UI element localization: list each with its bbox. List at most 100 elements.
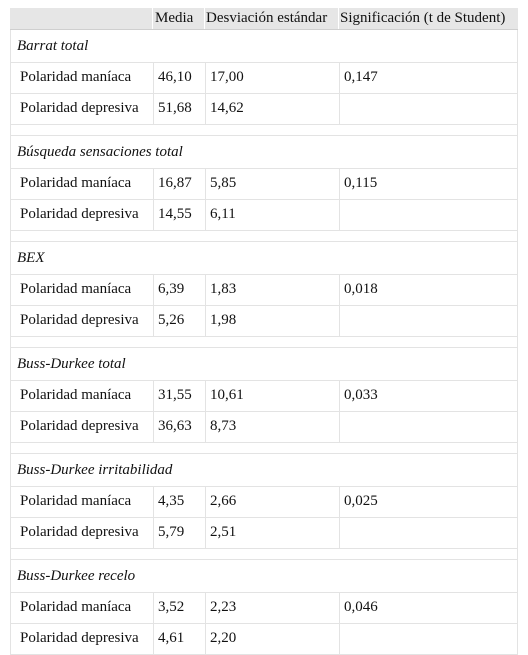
row-label: Polaridad maníaca xyxy=(20,599,132,615)
table-row: Polaridad maníaca 4,35 2,66 0,025 xyxy=(10,487,518,518)
row-sig: 0,147 xyxy=(344,69,378,85)
row-sd: 2,51 xyxy=(210,524,237,540)
row-sd: 5,85 xyxy=(210,175,237,191)
table-section: Búsqueda sensaciones total Polaridad maní… xyxy=(10,136,518,242)
column-divider xyxy=(153,412,154,442)
column-divider xyxy=(205,487,206,517)
section-title: Buss-Durkee recelo xyxy=(10,560,518,593)
row-sd: 14,62 xyxy=(210,100,244,116)
section-spacer xyxy=(10,549,518,560)
row-sig: 0,025 xyxy=(344,493,378,509)
row-sd: 1,98 xyxy=(210,312,237,328)
column-divider xyxy=(153,624,154,654)
column-divider xyxy=(153,275,154,305)
section-title: Buss-Durkee irritabilidad xyxy=(10,454,518,487)
row-media: 36,63 xyxy=(158,418,192,434)
table-row: Polaridad depresiva 4,61 2,20 xyxy=(10,624,518,655)
table-body: Barrat total Polaridad maníaca 46,10 17,00 0… xyxy=(10,30,518,655)
row-media: 51,68 xyxy=(158,100,192,116)
row-sd: 2,23 xyxy=(210,599,237,615)
column-divider xyxy=(153,306,154,336)
column-divider xyxy=(339,200,340,230)
results-table: Media Desviación estándar Significación … xyxy=(10,8,518,655)
header-col-sig: Significación (t de Student) xyxy=(340,10,506,26)
row-sig: 0,033 xyxy=(344,387,378,403)
row-label: Polaridad maníaca xyxy=(20,493,132,509)
header-col-media: Media xyxy=(155,10,194,26)
table-row: Polaridad depresiva 5,79 2,51 xyxy=(10,518,518,549)
table-header: Media Desviación estándar Significación … xyxy=(10,8,518,30)
column-divider xyxy=(205,200,206,230)
row-label: Polaridad depresiva xyxy=(20,206,139,222)
column-divider xyxy=(205,381,206,411)
row-sd: 1,83 xyxy=(210,281,237,297)
column-divider xyxy=(339,169,340,199)
table-section: Buss-Durkee irritabilidad Polaridad manía… xyxy=(10,454,518,560)
section-title: BEX xyxy=(10,242,518,275)
column-divider xyxy=(205,94,206,124)
row-label: Polaridad maníaca xyxy=(20,175,132,191)
row-media: 5,26 xyxy=(158,312,185,328)
row-sd: 8,73 xyxy=(210,418,237,434)
column-divider xyxy=(153,518,154,548)
column-divider xyxy=(205,593,206,623)
column-divider xyxy=(339,94,340,124)
column-divider xyxy=(153,94,154,124)
column-divider xyxy=(339,275,340,305)
table-section: Buss-Durkee recelo Polaridad maníaca 3,52 2… xyxy=(10,560,518,655)
column-divider xyxy=(205,306,206,336)
row-media: 4,35 xyxy=(158,493,185,509)
table-row: Polaridad depresiva 36,63 8,73 xyxy=(10,412,518,443)
section-title: Buss-Durkee total xyxy=(10,348,518,381)
row-sd: 2,20 xyxy=(210,630,237,646)
column-divider xyxy=(339,63,340,93)
column-divider xyxy=(205,63,206,93)
table-row: Polaridad maníaca 3,52 2,23 0,046 xyxy=(10,593,518,624)
row-label: Polaridad maníaca xyxy=(20,69,132,85)
section-title: Búsqueda sensaciones total xyxy=(10,136,518,169)
row-media: 31,55 xyxy=(158,387,192,403)
section-spacer xyxy=(10,443,518,454)
column-divider xyxy=(339,518,340,548)
column-divider xyxy=(339,412,340,442)
column-divider xyxy=(339,487,340,517)
row-sd: 2,66 xyxy=(210,493,237,509)
table-row: Polaridad maníaca 46,10 17,00 0,147 xyxy=(10,63,518,94)
row-sd: 6,11 xyxy=(210,206,236,222)
row-media: 5,79 xyxy=(158,524,185,540)
column-divider xyxy=(153,487,154,517)
row-label: Polaridad maníaca xyxy=(20,387,132,403)
column-divider xyxy=(205,624,206,654)
row-media: 14,55 xyxy=(158,206,192,222)
column-divider xyxy=(205,412,206,442)
column-divider xyxy=(339,381,340,411)
section-title: Barrat total xyxy=(10,30,518,63)
row-label: Polaridad depresiva xyxy=(20,630,139,646)
row-media: 6,39 xyxy=(158,281,185,297)
column-divider xyxy=(205,169,206,199)
column-divider xyxy=(153,169,154,199)
table-row: Polaridad depresiva 51,68 14,62 xyxy=(10,94,518,125)
section-spacer xyxy=(10,231,518,242)
column-divider xyxy=(153,200,154,230)
table-section: BEX Polaridad maníaca 6,39 1,83 0,018 Polarid… xyxy=(10,242,518,348)
row-media: 16,87 xyxy=(158,175,192,191)
header-col-sd: Desviación estándar xyxy=(206,10,328,26)
row-sig: 0,046 xyxy=(344,599,378,615)
table-row: Polaridad depresiva 5,26 1,98 xyxy=(10,306,518,337)
header-divider xyxy=(152,8,153,29)
column-divider xyxy=(205,518,206,548)
column-divider xyxy=(153,593,154,623)
row-label: Polaridad depresiva xyxy=(20,312,139,328)
column-divider xyxy=(339,306,340,336)
section-spacer xyxy=(10,337,518,348)
column-divider xyxy=(205,275,206,305)
row-media: 3,52 xyxy=(158,599,185,615)
row-label: Polaridad depresiva xyxy=(20,524,139,540)
row-sd: 10,61 xyxy=(210,387,244,403)
row-media: 4,61 xyxy=(158,630,185,646)
table-row: Polaridad depresiva 14,55 6,11 xyxy=(10,200,518,231)
table-row: Polaridad maníaca 31,55 10,61 0,033 xyxy=(10,381,518,412)
column-divider xyxy=(153,63,154,93)
row-label: Polaridad depresiva xyxy=(20,100,139,116)
